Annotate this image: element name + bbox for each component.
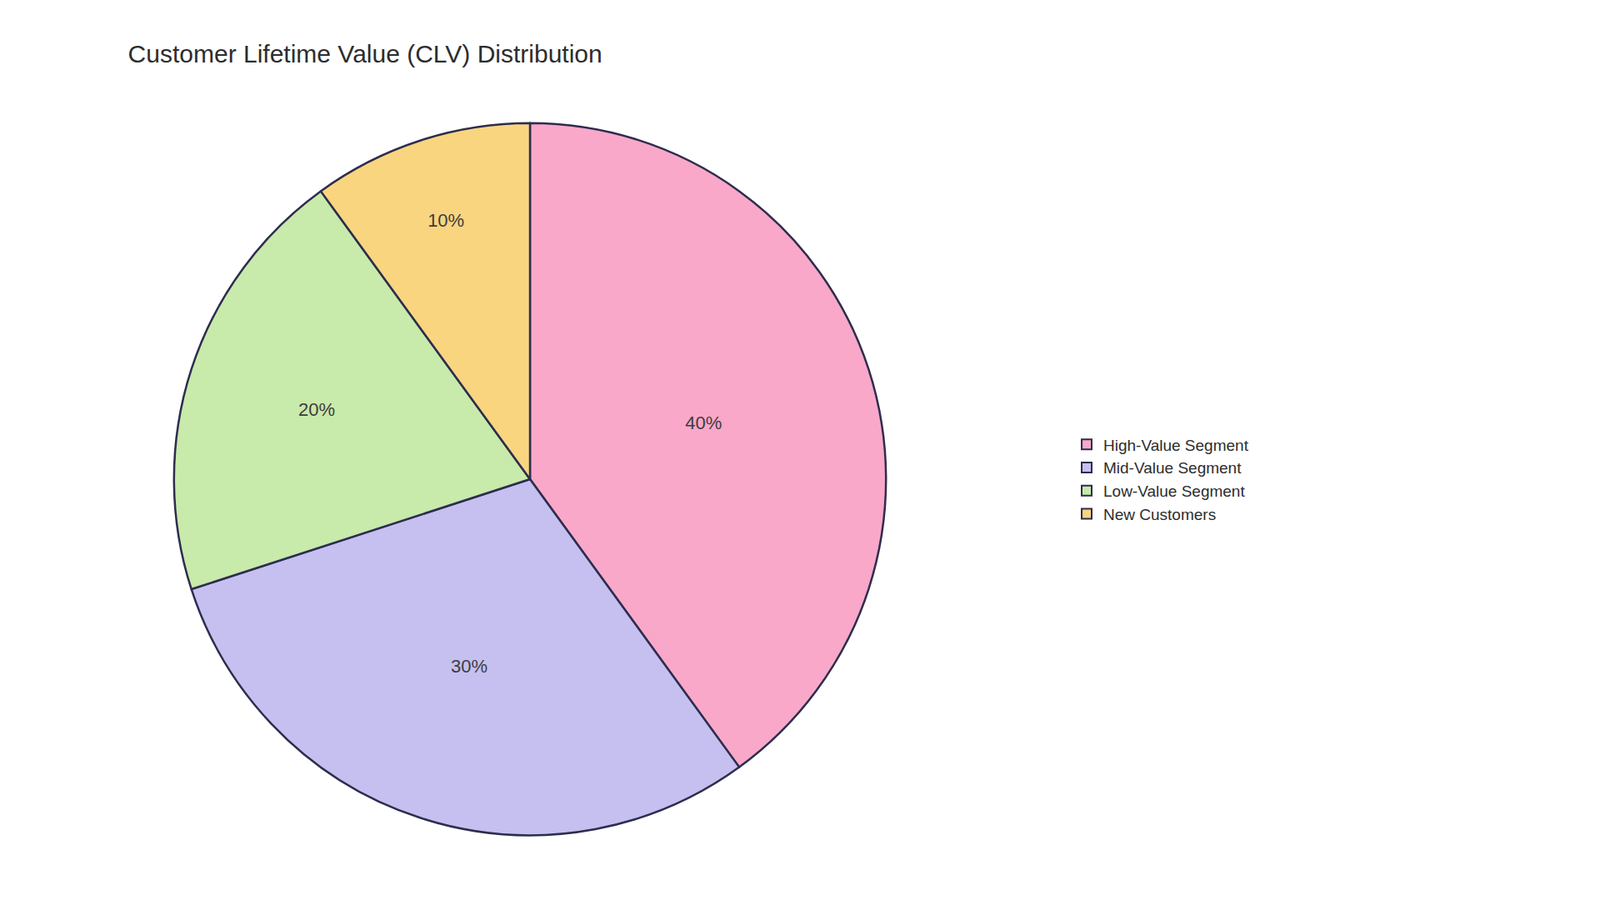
svg-text:New Customers: New Customers bbox=[1103, 505, 1216, 524]
svg-text:40%: 40% bbox=[685, 412, 722, 434]
svg-text:10%: 10% bbox=[427, 210, 465, 231]
svg-text:Customer Lifetime Value (CLV): Customer Lifetime Value (CLV) Distributi… bbox=[128, 40, 603, 68]
svg-text:Low-Value Segment: Low-Value Segment bbox=[1103, 482, 1245, 500]
svg-text:High-Value Segment: High-Value Segment bbox=[1103, 436, 1250, 455]
svg-text:30%: 30% bbox=[450, 655, 488, 677]
svg-text:Mid-Value Segment: Mid-Value Segment bbox=[1103, 459, 1242, 477]
svg-text:20%: 20% bbox=[298, 399, 335, 420]
